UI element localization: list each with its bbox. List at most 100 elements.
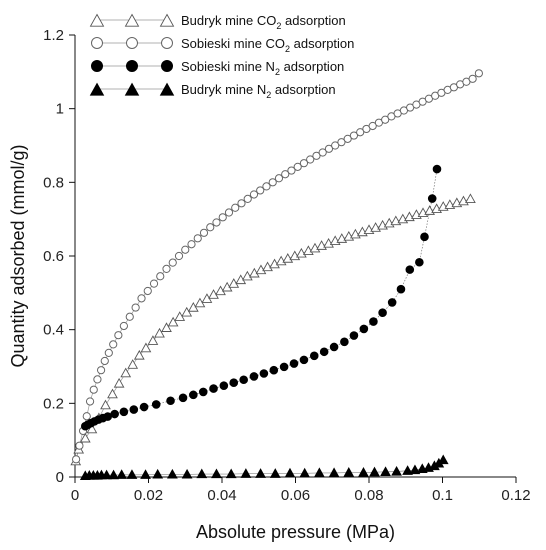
x-tick-label: 0.1 xyxy=(432,487,453,504)
data-point xyxy=(387,298,397,307)
data-point xyxy=(237,199,246,208)
data-point xyxy=(324,144,334,153)
data-point xyxy=(120,367,132,378)
data-point xyxy=(152,468,164,479)
data-point xyxy=(293,162,302,171)
data-point xyxy=(181,468,193,479)
data-point xyxy=(143,286,152,296)
data-point xyxy=(405,265,415,274)
data-point xyxy=(161,322,172,332)
data-point xyxy=(189,390,198,400)
y-tick-label: 0.6 xyxy=(43,248,64,265)
data-point xyxy=(119,407,129,417)
data-point xyxy=(302,245,314,255)
data-point xyxy=(340,337,349,347)
data-point xyxy=(282,253,294,263)
legend-marker xyxy=(124,82,140,96)
legend: Budryk mine CO2 adsorption Sobieski mine … xyxy=(89,13,354,100)
y-axis-title: Quantity adsorbed (mmol/g) xyxy=(8,144,28,367)
data-point xyxy=(187,240,196,249)
data-point xyxy=(149,279,159,288)
x-tick-label: 0.04 xyxy=(207,487,236,504)
data-point xyxy=(209,384,218,393)
data-point xyxy=(427,194,437,203)
data-point xyxy=(211,468,222,479)
data-point xyxy=(240,468,252,478)
x-tick-label: 0 xyxy=(71,487,79,504)
data-point xyxy=(104,348,113,357)
data-point xyxy=(249,190,259,199)
x-tick-label: 0.08 xyxy=(354,487,383,504)
data-point xyxy=(323,237,334,248)
legend-marker xyxy=(89,82,105,96)
data-point xyxy=(289,359,299,368)
data-point xyxy=(306,155,315,164)
data-point xyxy=(296,247,307,258)
data-point xyxy=(79,432,91,443)
data-point xyxy=(96,366,106,375)
data-point xyxy=(358,467,369,477)
data-point xyxy=(109,340,118,349)
data-point xyxy=(465,193,476,204)
data-point xyxy=(299,467,311,478)
data-point xyxy=(262,261,273,272)
data-point xyxy=(415,257,424,267)
data-point xyxy=(137,294,146,303)
data-point xyxy=(133,349,145,360)
legend-marker xyxy=(91,37,103,49)
data-point xyxy=(140,469,151,479)
data-point xyxy=(225,468,237,479)
data-point xyxy=(343,467,355,477)
y-tick-label: 0.4 xyxy=(43,322,64,339)
data-point xyxy=(369,317,378,326)
data-point xyxy=(343,134,352,143)
data-point xyxy=(198,387,208,397)
data-point xyxy=(409,464,421,475)
data-point xyxy=(168,258,177,267)
data-point xyxy=(391,465,402,476)
x-tick-label: 0.12 xyxy=(501,487,530,504)
data-point xyxy=(349,131,359,140)
y-tick-label: 0 xyxy=(56,469,64,486)
data-point xyxy=(239,375,248,385)
data-point xyxy=(284,467,296,478)
data-point xyxy=(378,308,387,318)
data-point xyxy=(269,365,279,375)
data-points xyxy=(70,69,483,481)
data-point xyxy=(396,284,406,294)
series-lines xyxy=(75,73,480,477)
data-point xyxy=(93,375,102,384)
y-tick-label: 0.2 xyxy=(43,395,64,412)
data-point xyxy=(369,466,380,477)
data-point xyxy=(329,342,339,352)
data-point xyxy=(167,316,179,327)
data-point xyxy=(116,469,128,479)
series-points-1 xyxy=(70,193,476,466)
data-point xyxy=(129,405,139,414)
data-point xyxy=(193,234,202,243)
data-point xyxy=(72,455,81,464)
data-point xyxy=(262,182,271,191)
data-point xyxy=(380,466,391,476)
data-point xyxy=(174,251,184,261)
data-point xyxy=(243,194,252,204)
data-point xyxy=(166,396,175,406)
data-point xyxy=(231,203,240,212)
series-line-1 xyxy=(75,198,471,462)
legend-label: Sobieski mine CO2 adsorption xyxy=(181,36,354,54)
data-point xyxy=(256,186,265,195)
y-tick-label: 1.2 xyxy=(43,27,64,44)
legend-marker xyxy=(161,37,173,49)
legend-marker xyxy=(89,13,105,27)
y-tick-label: 1 xyxy=(56,101,64,118)
data-point xyxy=(125,312,134,321)
data-point xyxy=(319,347,329,357)
series-points-4 xyxy=(79,454,449,481)
data-point xyxy=(275,255,287,266)
legend-marker xyxy=(126,37,138,49)
data-point xyxy=(299,355,309,365)
data-point xyxy=(147,335,159,345)
data-point xyxy=(249,372,259,381)
x-axis-title: Absolute pressure (MPa) xyxy=(196,522,395,542)
data-point xyxy=(368,121,377,131)
